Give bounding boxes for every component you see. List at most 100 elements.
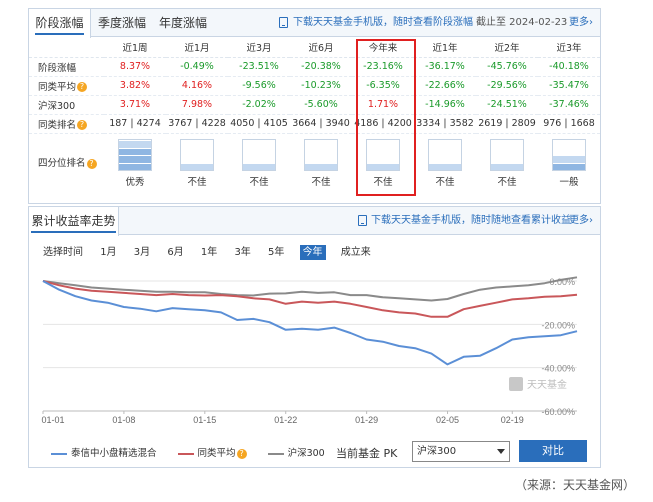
x-tick-label: 01-08 [112, 415, 135, 425]
table-row-csi300: 沪深300 3.71% 7.98% -2.02% -5.60% 1.71% -1… [29, 95, 600, 115]
quartile-segment [429, 155, 461, 163]
value-cell: 7.98% [166, 95, 228, 115]
quartile-cell: 不佳 [476, 133, 538, 191]
corner-cell [29, 37, 104, 58]
quartile-segment [119, 147, 151, 156]
value-cell: -9.56% [228, 76, 290, 96]
rank-cell: 4186 | 4200 [352, 114, 414, 134]
range-since-inception-button[interactable]: 成立来 [340, 247, 371, 258]
quartile-bar [118, 139, 152, 172]
watermark-text: 天天基金 [527, 378, 567, 391]
quartile-segment [243, 155, 275, 163]
help-icon[interactable]: ? [77, 120, 88, 130]
quartile-segment [491, 162, 523, 171]
value-cell: -6.35% [352, 76, 414, 96]
range-1m-button[interactable]: 1月 [100, 247, 117, 258]
tab-quarterly-return[interactable]: 季度涨幅 [97, 16, 146, 30]
more-link[interactable]: 更多› [569, 215, 593, 226]
range-5y-button[interactable]: 5年 [268, 247, 285, 258]
period-header: 近1月 [166, 37, 228, 58]
quartile-segment [181, 147, 213, 156]
quartile-bar [552, 139, 586, 172]
compare-button[interactable]: 对比 [519, 440, 587, 462]
quartile-bar [490, 139, 524, 172]
quartile-segment [367, 147, 399, 156]
table-row-peer-rank: 同类排名? 187 | 4274 3767 | 4228 4050 | 4105… [29, 114, 600, 134]
legend-item-fund[interactable]: 泰信中小盘精选混合 [51, 445, 157, 459]
source-caption: （来源：天天基金网） [514, 478, 635, 492]
row-label: 同类平均? [29, 76, 104, 96]
chevron-down-icon [497, 449, 505, 454]
quartile-segment [553, 155, 585, 163]
quartile-label: 优秀 [125, 177, 145, 189]
range-3m-button[interactable]: 3月 [133, 247, 151, 258]
quartile-label: 不佳 [249, 177, 269, 189]
time-range-selector: 选择时间 1月 3月 6月 1年 3年 5年 今年 成立来 [43, 243, 383, 260]
download-app-link[interactable]: 下载天天基金手机版，随时查看阶段涨幅 [293, 17, 473, 28]
benchmark-select[interactable]: 沪深300 [412, 441, 510, 462]
series-line-1 [42, 280, 578, 318]
chart-title: 累计收益率走势 [29, 207, 119, 236]
value-cell: -10.23% [290, 76, 352, 96]
period-header: 近3年 [538, 37, 600, 58]
download-app-link[interactable]: 下载天天基金手机版，随时随地查看累计收益 [371, 215, 571, 226]
x-tick-label: 01-29 [355, 415, 378, 425]
quartile-bar [304, 139, 338, 172]
quartile-bar [428, 139, 462, 172]
quartile-segment [181, 155, 213, 163]
period-header: 近1年 [414, 37, 476, 58]
row-label: 阶段涨幅 [29, 57, 104, 77]
table-row-peer-average: 同类平均? 3.82% 4.16% -9.56% -10.23% -6.35% … [29, 76, 600, 96]
range-1y-button[interactable]: 1年 [200, 247, 218, 258]
value-cell: -37.46% [538, 95, 600, 115]
stage-performance-panel: 阶段涨幅 季度涨幅 年度涨幅 下载天天基金手机版，随时查看阶段涨幅 截止至 20… [28, 8, 601, 204]
quartile-bar [180, 139, 214, 172]
range-3y-button[interactable]: 3年 [234, 247, 251, 258]
help-icon[interactable]: ? [86, 158, 97, 169]
cumulative-return-chart: 天天基金 0.00% -20.00% -40.00% -60.00% 01-01 01-… [41, 276, 578, 425]
quartile-segment [429, 162, 461, 171]
help-icon[interactable]: ? [236, 448, 247, 459]
quartile-cell: 不佳 [414, 133, 476, 191]
value-cell: -5.60% [290, 95, 352, 115]
value-cell: 3.71% [104, 95, 166, 115]
quartile-segment [305, 162, 337, 171]
quartile-segment [553, 147, 585, 156]
more-link[interactable]: 更多› [569, 17, 593, 28]
quartile-segment [119, 140, 151, 148]
help-icon[interactable]: ? [77, 82, 88, 92]
rank-cell: 4050 | 4105 [228, 114, 290, 134]
legend-swatch [51, 452, 67, 455]
range-ytd-button[interactable]: 今年 [299, 245, 326, 260]
quartile-label: 不佳 [497, 177, 517, 189]
tab-annual-return[interactable]: 年度涨幅 [158, 16, 207, 30]
series-line-2 [42, 276, 578, 302]
quartile-segment [181, 162, 213, 171]
x-tick-label: 01-22 [274, 415, 297, 425]
range-6m-button[interactable]: 6月 [167, 247, 184, 258]
value-cell: -22.66% [414, 76, 476, 96]
chart-legend: 泰信中小盘精选混合 同类平均? 沪深300 [51, 445, 343, 459]
rank-cell: 3334 | 3582 [414, 114, 476, 134]
quartile-cell: 优秀 [104, 133, 166, 191]
legend-item-peer-average[interactable]: 同类平均? [177, 445, 247, 459]
quartile-segment [491, 155, 523, 163]
rank-cell: 3767 | 4228 [166, 114, 228, 134]
tab-stage-return[interactable]: 阶段涨幅 [29, 9, 91, 38]
legend-item-csi300[interactable]: 沪深300 [267, 445, 325, 459]
performance-table: 近1周 近1月 近3月 近6月 今年来 近1年 近2年 近3年 阶段涨幅 8.3… [29, 37, 600, 191]
quartile-segment [553, 140, 585, 148]
value-cell: -29.56% [476, 76, 538, 96]
rank-cell: 2619 | 2809 [476, 114, 538, 134]
quartile-segment [181, 140, 213, 148]
quartile-cell: 不佳 [228, 133, 290, 191]
y-tick-label: -60.00% [541, 407, 575, 417]
rank-cell: 976 | 1668 [538, 114, 600, 134]
quartile-segment [305, 147, 337, 156]
range-label: 选择时间 [43, 247, 83, 258]
x-tick-label: 02-19 [501, 415, 524, 425]
y-tick-label: -40.00% [541, 364, 575, 374]
period-header: 近2年 [476, 37, 538, 58]
ytd-highlight-box [356, 39, 416, 196]
quartile-segment [305, 140, 337, 148]
